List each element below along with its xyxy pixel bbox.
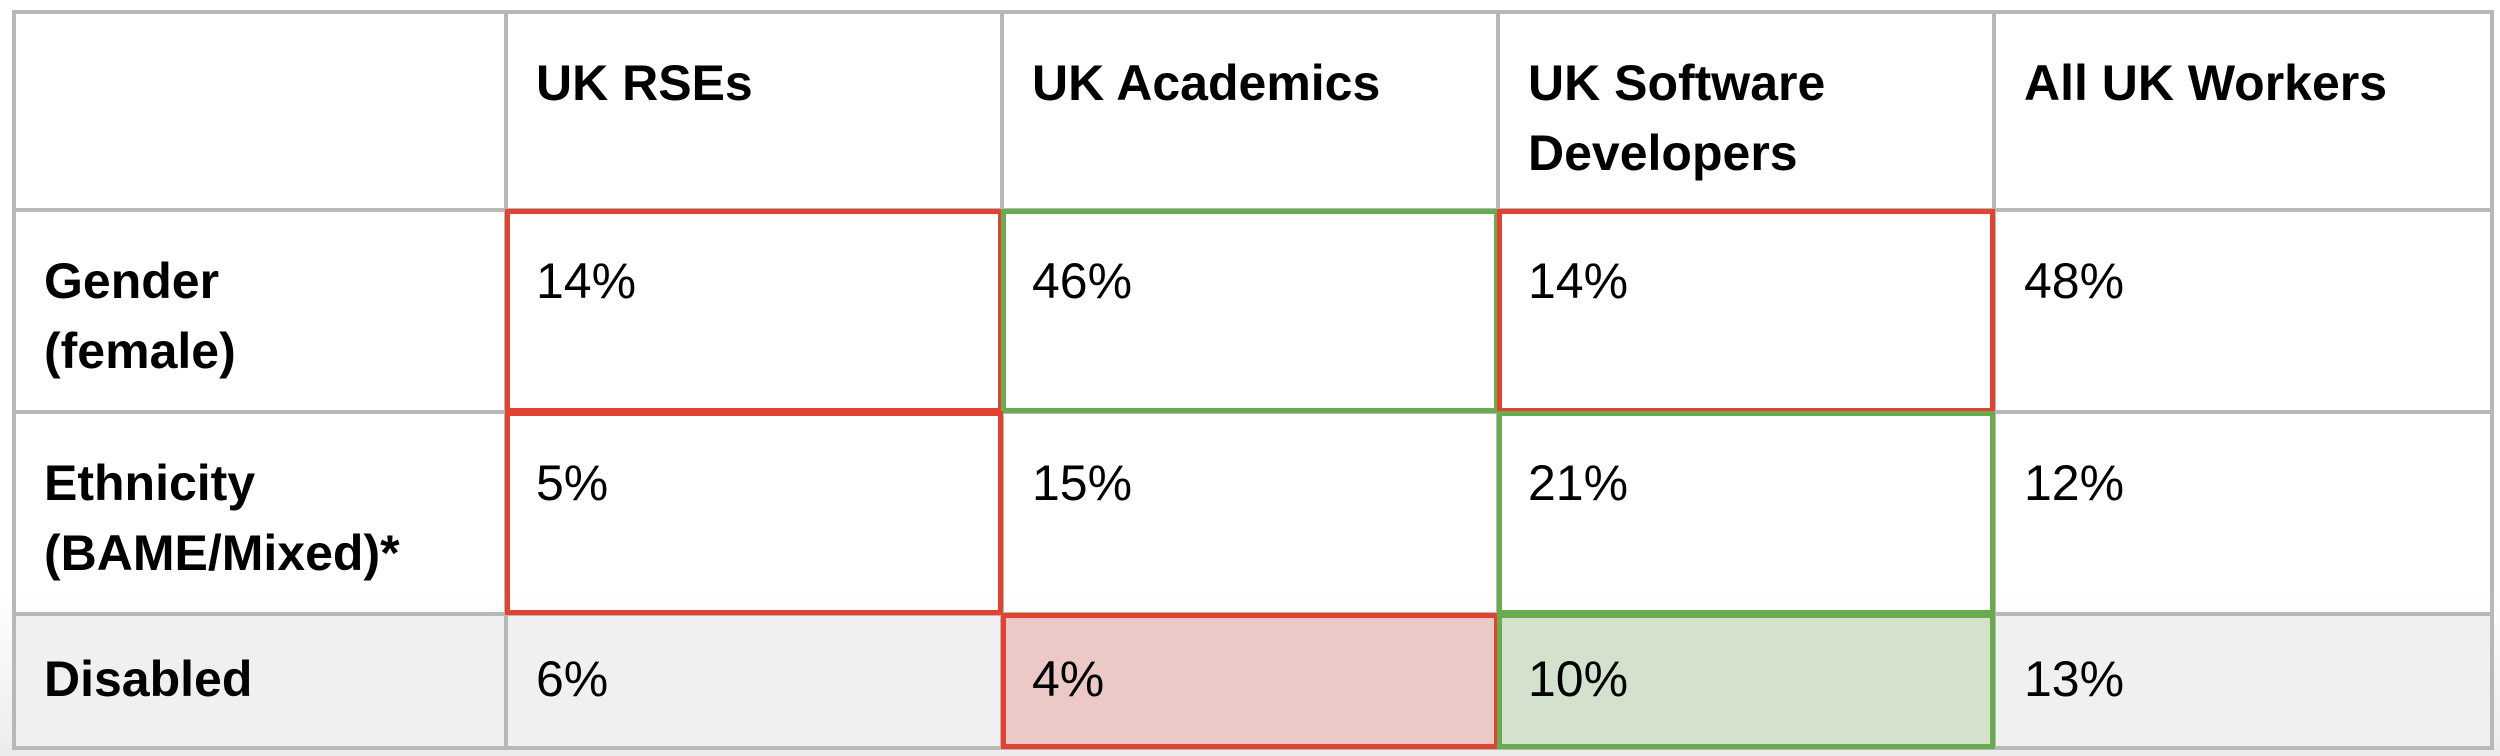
cell-disabled-all-uk-workers: 13% xyxy=(1992,612,2494,750)
cell-ethnicity-uk-rses: 5% xyxy=(504,410,1004,616)
table-row-disabled: Disabled 6% 4% 10% 13% xyxy=(12,612,2494,750)
cell-disabled-uk-academics: 4% xyxy=(1000,612,1500,750)
cell-disabled-uk-rses: 6% xyxy=(504,612,1004,750)
diversity-comparison-table: UK RSEs UK Academics UK Software Develope… xyxy=(12,10,2494,750)
header-row: UK RSEs UK Academics UK Software Develope… xyxy=(12,10,2494,212)
column-header-uk-software-developers-label: UK Software Developers xyxy=(1528,55,1826,181)
column-header-uk-software-developers: UK Software Developers xyxy=(1496,10,1996,212)
table-row-ethnicity: Ethnicity (BAME/Mixed)* 5% 15% 21% 12% xyxy=(12,410,2494,616)
cell-disabled-uk-software-developers: 10% xyxy=(1496,612,1996,750)
row-label-ethnicity: Ethnicity (BAME/Mixed)* xyxy=(12,410,508,616)
column-header-uk-academics: UK Academics xyxy=(1000,10,1500,212)
cell-gender-uk-rses: 14% xyxy=(504,208,1004,414)
row-label-gender-text: Gender (female) xyxy=(44,253,236,379)
row-label-gender: Gender (female) xyxy=(12,208,508,414)
corner-cell xyxy=(12,10,508,212)
cell-gender-uk-academics: 46% xyxy=(1000,208,1500,414)
row-label-ethnicity-text: Ethnicity (BAME/Mixed)* xyxy=(44,455,400,581)
row-label-disabled: Disabled xyxy=(12,612,508,750)
cell-ethnicity-uk-software-developers: 21% xyxy=(1496,410,1996,616)
cell-gender-uk-software-developers: 14% xyxy=(1496,208,1996,414)
column-header-all-uk-workers: All UK Workers xyxy=(1992,10,2494,212)
column-header-uk-rses: UK RSEs xyxy=(504,10,1004,212)
table-row-gender: Gender (female) 14% 46% 14% 48% xyxy=(12,208,2494,414)
cell-ethnicity-uk-academics: 15% xyxy=(1000,410,1500,616)
cell-ethnicity-all-uk-workers: 12% xyxy=(1992,410,2494,616)
cell-gender-all-uk-workers: 48% xyxy=(1992,208,2494,414)
